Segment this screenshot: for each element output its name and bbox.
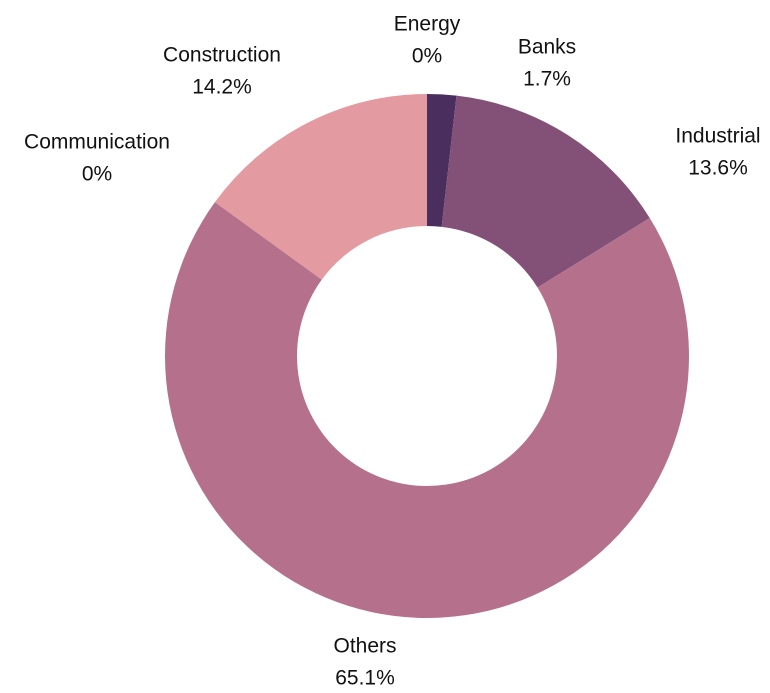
slice-label: Banks: [518, 36, 576, 59]
slice-value-label: 0%: [82, 163, 112, 186]
slice-label: Industrial: [675, 125, 760, 148]
donut-slice: [441, 95, 650, 288]
slice-value-label: 0%: [412, 45, 442, 68]
slice-label: Others: [333, 635, 396, 658]
slice-value-label: 13.6%: [688, 157, 748, 180]
slice-label: Construction: [163, 44, 281, 67]
donut-slice: [214, 94, 427, 280]
slice-value-label: 1.7%: [523, 68, 571, 91]
donut-slice: [427, 94, 457, 227]
donut-slice: [164, 202, 689, 619]
slice-value-label: 65.1%: [335, 667, 395, 690]
slice-label: Energy: [394, 13, 461, 36]
slice-label: Communication: [24, 131, 170, 154]
slice-value-label: 14.2%: [192, 76, 252, 99]
